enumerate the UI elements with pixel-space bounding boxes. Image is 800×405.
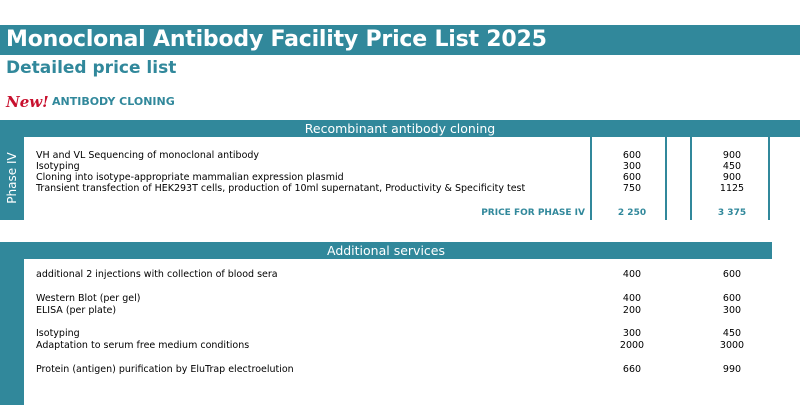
table-row-desc: Cloning into isotype-appropriate mammali… — [36, 172, 344, 183]
table-row-price: 600 — [622, 150, 642, 161]
table-row-price: 300 — [722, 305, 742, 316]
section-label: ANTIBODY CLONING — [52, 95, 175, 108]
column-divider — [690, 137, 692, 220]
phase-label: Phase IV — [5, 152, 19, 204]
table-row-price: 450 — [722, 328, 742, 339]
table-row-desc: Western Blot (per gel) — [36, 293, 141, 304]
page-title: Monoclonal Antibody Facility Price List … — [0, 25, 800, 55]
new-badge: New! — [6, 93, 49, 111]
phase-total-price: 2 250 — [617, 208, 647, 218]
table-row-price: 1125 — [719, 183, 745, 194]
table-row-price: 3000 — [719, 340, 745, 351]
table-row-price: 990 — [722, 364, 742, 375]
table-row-desc: Isotyping — [36, 328, 80, 339]
section-strip — [0, 259, 24, 405]
table-row-price: 600 — [722, 293, 742, 304]
table-row-price: 400 — [622, 269, 642, 280]
table-row-desc: ELISA (per plate) — [36, 305, 117, 316]
table-row-price: 660 — [622, 364, 642, 375]
column-divider — [768, 137, 770, 220]
phase-strip — [0, 137, 24, 220]
phase-total-price: 3 375 — [717, 208, 747, 218]
table-row-price: 750 — [622, 183, 642, 194]
column-divider — [590, 137, 592, 220]
table-row-price: 200 — [622, 305, 642, 316]
table-row-desc: additional 2 injections with collection … — [36, 269, 278, 280]
section-header-recombinant: Recombinant antibody cloning — [0, 120, 800, 137]
table-row-price: 600 — [622, 172, 642, 183]
table-row-price: 600 — [722, 269, 742, 280]
table-row-price: 900 — [722, 172, 742, 183]
table-row-price: 300 — [622, 161, 642, 172]
table-row-price: 900 — [722, 150, 742, 161]
table-row-price: 2000 — [619, 340, 645, 351]
table-row-desc: Protein (antigen) purification by EluTra… — [36, 364, 294, 375]
table-row-desc: Adaptation to serum free medium conditio… — [36, 340, 250, 351]
phase-total-label: PRICE FOR PHASE IV — [481, 208, 585, 218]
table-row-price: 300 — [622, 328, 642, 339]
section-header-additional: Additional services — [0, 242, 772, 259]
column-divider — [665, 137, 667, 220]
table-row-desc: VH and VL Sequencing of monoclonal antib… — [36, 150, 260, 161]
table-row-desc: Transient transfection of HEK293T cells,… — [36, 183, 526, 194]
page-subtitle: Detailed price list — [6, 58, 177, 78]
table-row-price: 450 — [722, 161, 742, 172]
table-row-price: 400 — [622, 293, 642, 304]
table-row-desc: Isotyping — [36, 161, 80, 172]
